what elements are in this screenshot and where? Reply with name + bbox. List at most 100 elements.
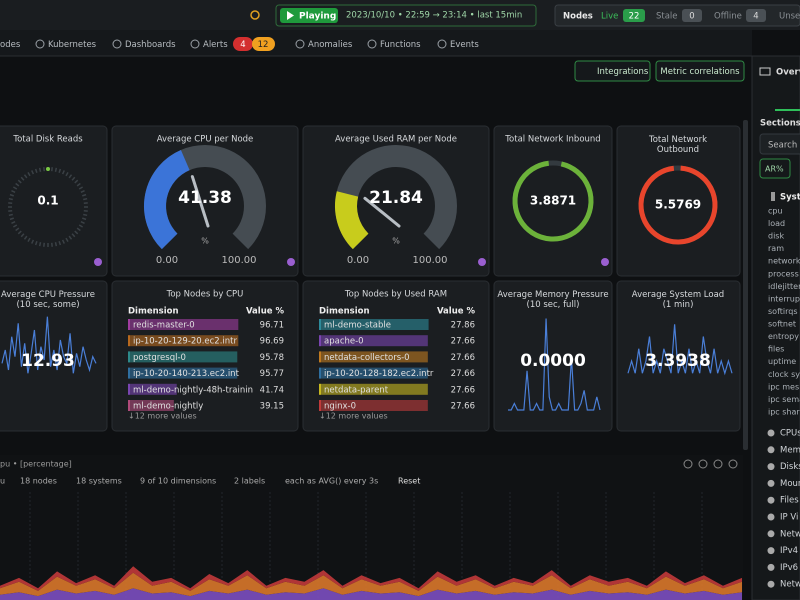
- value-label: 5.5769: [655, 198, 701, 212]
- nav-icon: [190, 39, 200, 49]
- chart-tool[interactable]: [698, 459, 708, 469]
- card-icon: [94, 258, 102, 266]
- sidebar-item[interactable]: entropy: [768, 332, 799, 341]
- sidebar-item[interactable]: process: [768, 269, 799, 278]
- group-icon: [771, 192, 775, 201]
- metric-correlations-button[interactable]: [655, 60, 745, 82]
- ring-tick: [27, 237, 31, 243]
- sidebar-item[interactable]: softirqs: [768, 307, 798, 316]
- row-marker: [128, 351, 130, 363]
- more-values[interactable]: ↓12 more values: [319, 412, 388, 421]
- chart-filter[interactable]: u: [0, 477, 5, 486]
- nav-item[interactable]: Kubernetes: [48, 40, 97, 50]
- label: Dimension: [319, 307, 370, 317]
- row-value: 95.78: [260, 353, 284, 363]
- group-icon: [767, 580, 775, 588]
- nav-item[interactable]: Functions: [380, 40, 421, 50]
- sidebar-group[interactable]: CPUs: [780, 429, 800, 439]
- sidebar-group[interactable]: Moun: [780, 479, 800, 489]
- sparkline: [627, 324, 733, 376]
- sidebar-group[interactable]: Netw: [780, 529, 800, 539]
- ring-tick: [20, 176, 25, 181]
- ring-value: [638, 165, 718, 245]
- nav-item[interactable]: Events: [450, 40, 479, 50]
- card: [616, 125, 741, 277]
- more-values[interactable]: ↓12 more values: [128, 412, 197, 421]
- card-title: Average System Load (1 min): [632, 290, 724, 310]
- value-label: 0.0000: [520, 351, 586, 371]
- ring-tick: [11, 190, 16, 194]
- sidebar-item[interactable]: disk: [768, 232, 784, 241]
- label: 100.00: [413, 255, 448, 266]
- ring-tick: [82, 217, 87, 221]
- sidebar-group[interactable]: IPv4: [780, 546, 798, 556]
- sidebar-icon: [759, 67, 771, 76]
- sidebar-item[interactable]: ipc shar: [768, 407, 800, 416]
- nav-item[interactable]: Alerts: [203, 40, 228, 50]
- sidebar-item[interactable]: idlejitter: [768, 282, 800, 291]
- chart-filter[interactable]: Reset: [398, 477, 420, 486]
- chart-filter[interactable]: 9 of 10 dimensions: [140, 477, 216, 486]
- sidebar-item[interactable]: files: [768, 345, 784, 354]
- ring-tick: [61, 239, 65, 244]
- chart-filter[interactable]: 18 nodes: [20, 477, 57, 486]
- ring-tick: [83, 197, 88, 201]
- chart-filter[interactable]: each as AVG() every 3s: [285, 477, 378, 486]
- sidebar-item[interactable]: network: [768, 257, 800, 266]
- sidebar-item[interactable]: ipc sema: [768, 395, 800, 404]
- value-bar: [321, 335, 428, 347]
- card-title: Average CPU Pressure (10 sec, some): [1, 290, 95, 310]
- sidebar-item[interactable]: clock sy: [768, 370, 800, 379]
- nav-item[interactable]: odes: [0, 40, 21, 50]
- area-layer: [0, 566, 742, 591]
- filter-button[interactable]: [759, 158, 791, 179]
- time-control[interactable]: [275, 4, 537, 27]
- nav-icon: [295, 39, 305, 49]
- chart-filter[interactable]: 2 labels: [234, 477, 265, 486]
- row-marker: [319, 319, 321, 330]
- sidebar-group[interactable]: Disks: [780, 462, 800, 472]
- value-bar: [130, 400, 174, 411]
- row-marker: [319, 367, 321, 379]
- label: 100.00: [222, 255, 257, 266]
- ring-tick: [9, 217, 14, 221]
- sidebar-group[interactable]: IPv6: [780, 563, 798, 573]
- chart-tool[interactable]: [713, 459, 723, 469]
- ring-tick: [65, 171, 69, 177]
- sidebar-item[interactable]: ram: [768, 244, 784, 253]
- nav-icon: [35, 39, 45, 49]
- sidebar-group[interactable]: Files: [780, 496, 799, 506]
- gauge-value-label: 41.38: [178, 188, 232, 208]
- sidebar-item[interactable]: uptime: [768, 357, 796, 366]
- play-button[interactable]: [280, 8, 338, 23]
- sidebar-item[interactable]: cpu: [768, 207, 783, 216]
- chart-filter[interactable]: 18 systems: [76, 477, 122, 486]
- sidebar-group[interactable]: IP Vi: [780, 513, 798, 523]
- sidebar-item[interactable]: load: [768, 219, 785, 228]
- nav-icon: [367, 39, 377, 49]
- sidebar-item[interactable]: softnet: [768, 320, 796, 329]
- row-label: ip-10-20-128-182.ec2.intr: [324, 369, 434, 379]
- ring-tick: [58, 168, 62, 173]
- sidebar-group[interactable]: Mem: [780, 445, 800, 455]
- search-box[interactable]: [759, 133, 800, 155]
- row-marker: [128, 335, 130, 347]
- card-title: Total Network Outbound: [648, 135, 707, 155]
- row-value: 27.66: [451, 369, 475, 379]
- nav-item[interactable]: Dashboards: [125, 40, 176, 50]
- chart-tool[interactable]: [728, 459, 738, 469]
- alert-badge: [233, 37, 253, 51]
- sidebar-group[interactable]: Netw: [780, 580, 800, 590]
- label: Live: [601, 12, 618, 22]
- nav-item[interactable]: Anomalies: [308, 40, 353, 50]
- ring-tick: [61, 170, 65, 175]
- chart-tool[interactable]: [683, 459, 693, 469]
- sidebar-item[interactable]: ipc mes: [768, 382, 799, 391]
- row-label: redis-master-0: [133, 321, 195, 331]
- label: %: [392, 237, 400, 246]
- badge: [746, 9, 766, 22]
- integrations-button[interactable]: [574, 60, 651, 82]
- sidebar-item[interactable]: interrup: [768, 294, 800, 303]
- gauge-value: [144, 149, 191, 250]
